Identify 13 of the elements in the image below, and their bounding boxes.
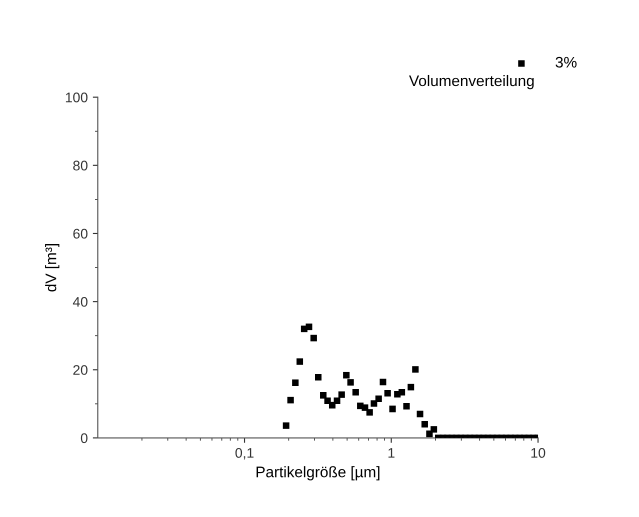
y-axis-title: dV [m³] <box>45 244 60 292</box>
text: Volumenverteilung <box>409 74 534 90</box>
y-tick-label: 100 <box>66 92 88 102</box>
x-tick-label: 0,1 <box>235 448 254 460</box>
x-tick-label: 1 <box>388 448 394 458</box>
y-tick-label: 80 <box>73 160 88 171</box>
legend-label: 3% <box>556 56 577 68</box>
x-tick-label: 10 <box>531 448 546 458</box>
y-tick-label: 40 <box>72 296 88 307</box>
y-tick-label: 60 <box>73 228 88 239</box>
x-axis-title: Partikelgröße [µm] <box>256 466 380 480</box>
y-tick-label: 20 <box>73 365 88 375</box>
y-tick-label: 0 <box>80 433 88 444</box>
